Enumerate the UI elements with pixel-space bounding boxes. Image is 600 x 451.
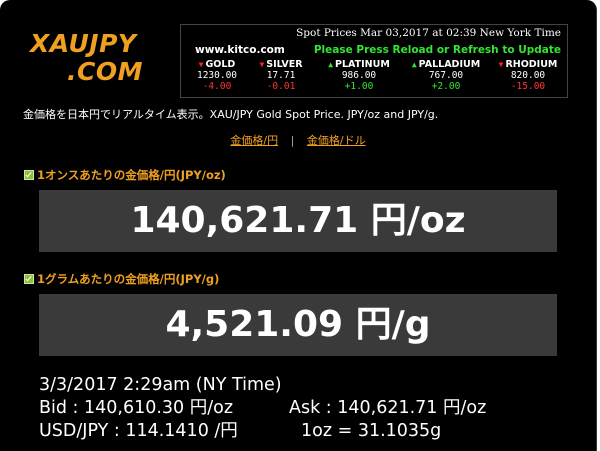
link-gold-price-dollar[interactable]: 金価格/ドル bbox=[306, 134, 366, 147]
metal-palladium: ▲ PALLADIUM 767.00 +2.00 bbox=[411, 59, 481, 92]
logo-line-1: XAUJPY bbox=[30, 29, 137, 58]
bid-price: Bid : 140,610.30 円/oz bbox=[39, 398, 234, 418]
down-arrow-icon: ▼ bbox=[498, 60, 504, 69]
gram-heading: 1グラムあたりの金価格/円(JPY/g) bbox=[24, 271, 219, 287]
ounce-heading-text: 1オンスあたりの金価格/円(JPY/oz) bbox=[37, 168, 226, 182]
rate-row: USD/JPY : 114.1410 /円 1oz = 31.1035g bbox=[39, 420, 486, 443]
gram-price-box: 4,521.09 円/g bbox=[39, 294, 557, 356]
metal-rhodium: ▼ RHODIUM 820.00 -15.00 bbox=[498, 59, 558, 92]
ounce-price-box: 140,621.71 円/oz bbox=[39, 190, 557, 252]
down-arrow-icon: ▼ bbox=[259, 60, 265, 69]
ask-price: Ask : 140,621.71 円/oz bbox=[289, 398, 487, 418]
metal-silver: ▼ SILVER 17.71 -0.01 bbox=[259, 59, 303, 92]
link-gold-price-yen[interactable]: 金価格/円 bbox=[230, 134, 279, 147]
ticker-header: Spot Prices Mar 03,2017 at 02:39 New Yor… bbox=[296, 27, 561, 39]
link-separator: | bbox=[290, 134, 295, 147]
usd-jpy-rate: USD/JPY : 114.1410 /円 bbox=[39, 421, 238, 441]
ounce-heading: 1オンスあたりの金価格/円(JPY/oz) bbox=[24, 167, 226, 183]
intro-text: 金価格を日本円でリアルタイム表示。XAU/JPY Gold Spot Price… bbox=[23, 108, 439, 121]
down-arrow-icon: ▼ bbox=[198, 60, 204, 69]
ticker-notice: Please Press Reload or Refresh to Update bbox=[313, 44, 561, 56]
site-logo[interactable]: XAUJPY .COM bbox=[30, 30, 170, 86]
metal-gold: ▼ GOLD 1230.00 -4.00 bbox=[196, 59, 238, 92]
gram-heading-text: 1グラムあたりの金価格/円(JPY/g) bbox=[37, 272, 220, 286]
ounce-gram-conversion: 1oz = 31.1035g bbox=[301, 421, 442, 441]
ticker-site: www.kitco.com bbox=[195, 44, 285, 56]
checkbox-icon bbox=[24, 170, 34, 180]
up-arrow-icon: ▲ bbox=[328, 60, 334, 69]
up-arrow-icon: ▲ bbox=[411, 60, 417, 69]
currency-links: 金価格/円 | 金価格/ドル bbox=[0, 132, 596, 148]
bid-ask-row: Bid : 140,610.30 円/oz Ask : 140,621.71 円/… bbox=[39, 397, 486, 420]
logo-line-2: .COM bbox=[67, 57, 143, 86]
ny-time: 3/3/2017 2:29am (NY Time) bbox=[39, 375, 282, 395]
kitco-spot-price-ticker[interactable]: Spot Prices Mar 03,2017 at 02:39 New Yor… bbox=[180, 24, 568, 98]
metal-platinum: ▲ PLATINUM 986.00 +1.00 bbox=[328, 59, 390, 92]
price-details: 3/3/2017 2:29am (NY Time) Bid : 140,610.… bbox=[39, 374, 486, 443]
checkbox-icon bbox=[24, 274, 34, 284]
